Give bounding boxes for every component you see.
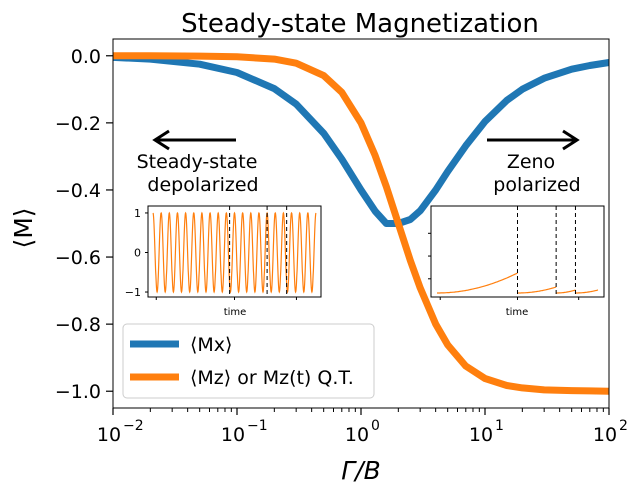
- inset-left-ytick-label: 1: [134, 207, 141, 220]
- inset-left: 1 0 −1 time: [125, 205, 322, 318]
- annotation-right: Zeno polarized: [487, 129, 581, 196]
- x-tick-exponent: 0: [371, 418, 380, 434]
- y-tick-label: −1.0: [55, 381, 101, 403]
- legend-box: [122, 323, 375, 399]
- inset-right-signal-0: [437, 272, 518, 294]
- annotation-left-line1: Steady-state: [137, 151, 258, 173]
- annotation-left: Steady-state depolarized: [137, 129, 259, 196]
- inset-left-ytick-label: 0: [134, 246, 141, 259]
- inset-right-signal-3: [575, 289, 599, 294]
- y-tick-label: 0.0: [71, 46, 101, 68]
- arrow-right-head: [562, 129, 580, 151]
- y-axis-label: ⟨M⟩: [9, 207, 38, 248]
- x-tick-label: 10: [469, 424, 493, 446]
- x-tick-label: 10: [97, 424, 121, 446]
- inset-left-signal: [152, 211, 317, 294]
- inset-left-ytick-label: −1: [125, 286, 141, 299]
- series-layer: [112, 52, 610, 395]
- inset-right-signal-2: [556, 289, 576, 294]
- x-tick-label: 10: [345, 424, 369, 446]
- x-tick-label: 10: [593, 424, 617, 446]
- y-tick-label: −0.2: [55, 113, 101, 135]
- arrow-left-head: [152, 129, 170, 151]
- x-tick-exponent: 2: [619, 418, 628, 434]
- x-tick-exponent: 1: [495, 418, 504, 434]
- annotation-right-line1: Zeno: [507, 151, 555, 173]
- x-axis-ticks: 10 −2 10 −1 10 0 10 1 10 2: [97, 408, 628, 446]
- y-axis-ticks: 0.0 −0.2 −0.4 −0.6 −0.8 −1.0: [55, 46, 113, 403]
- inset-right-signal-1: [517, 286, 557, 294]
- y-tick-label: −0.6: [55, 247, 101, 269]
- x-tick-label: 10: [221, 424, 245, 446]
- x-tick-exponent: −1: [247, 418, 268, 434]
- legend-label-mx: ⟨Mx⟩: [190, 334, 232, 356]
- inset-left-xlabel: time: [224, 307, 247, 318]
- x-axis-label: Γ/B: [341, 456, 381, 485]
- inset-right-xlabel: time: [506, 307, 529, 318]
- annotation-right-line2: polarized: [493, 174, 580, 196]
- annotation-left-line2: depolarized: [147, 174, 258, 196]
- series-line-0: [112, 53, 610, 227]
- legend-label-mz: ⟨Mz⟩ or Mz(t) Q.T.: [190, 367, 354, 389]
- x-tick-exponent: −2: [123, 418, 144, 434]
- chart-title: Steady-state Magnetization: [181, 9, 539, 39]
- series-line-1: [113, 52, 610, 395]
- y-tick-label: −0.8: [55, 314, 101, 336]
- y-tick-label: −0.4: [55, 180, 101, 202]
- inset-right: time: [428, 205, 605, 318]
- legend: ⟨Mx⟩ ⟨Mz⟩ or Mz(t) Q.T.: [122, 323, 375, 399]
